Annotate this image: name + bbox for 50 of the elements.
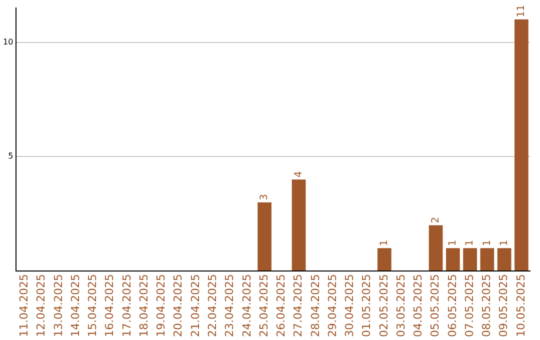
x-tick-label: 21.04.2025 <box>188 274 202 338</box>
bar <box>497 248 512 271</box>
data-label: 1 <box>498 240 510 246</box>
bar <box>480 248 494 271</box>
data-label: 3 <box>259 194 270 200</box>
x-tick-label: 20.04.2025 <box>172 274 185 338</box>
data-label: 1 <box>482 240 493 246</box>
bar <box>428 225 443 271</box>
x-tick-label: 02.05.2025 <box>377 274 390 338</box>
x-tick-label: 09.05.2025 <box>497 274 510 338</box>
x-tick-label: 03.05.2025 <box>394 274 408 338</box>
data-label: 2 <box>430 216 442 224</box>
y-tick-label: 10 <box>2 37 14 46</box>
bar <box>514 19 528 271</box>
x-tick-label: 30.04.2025 <box>343 274 356 338</box>
x-tick-label: 19.04.2025 <box>154 274 168 338</box>
x-tick-label: 18.04.2025 <box>137 274 150 338</box>
x-tick-label: 27.04.2025 <box>292 274 305 338</box>
x-tick-label: 06.05.2025 <box>446 274 459 338</box>
x-tick-label: 13.04.2025 <box>52 274 65 338</box>
data-label: 1 <box>464 240 476 246</box>
data-label: 4 <box>293 171 304 178</box>
x-tick-label: 08.05.2025 <box>480 274 494 338</box>
bar <box>292 180 306 271</box>
x-tick-label: 07.05.2025 <box>462 274 476 338</box>
bar <box>258 202 272 271</box>
x-tick-label: 05.05.2025 <box>428 274 442 338</box>
x-tick-label: 11.04.2025 <box>18 274 31 338</box>
data-label: 1 <box>379 240 390 246</box>
x-tick-label: 14.04.2025 <box>68 274 82 338</box>
x-tick-label: 17.04.2025 <box>120 274 134 338</box>
data-label: 11 <box>516 4 528 18</box>
bar <box>463 248 477 271</box>
x-tick-label: 23.04.2025 <box>223 274 236 338</box>
x-tick-label: 26.04.2025 <box>274 274 288 338</box>
x-tick-label: 29.04.2025 <box>326 274 339 338</box>
x-tick-label: 28.04.2025 <box>308 274 322 338</box>
x-tick-label: 04.05.2025 <box>412 274 425 338</box>
x-tick-label: 22.04.2025 <box>206 274 220 338</box>
y-tick-label: 5 <box>8 152 14 161</box>
data-label: 1 <box>448 240 459 246</box>
x-tick-label: 12.04.2025 <box>34 274 48 338</box>
x-tick-label: 25.04.2025 <box>257 274 270 338</box>
x-tick-label: 01.05.2025 <box>360 274 374 338</box>
x-tick-label: 16.04.2025 <box>103 274 116 338</box>
x-tick-label: 15.04.2025 <box>86 274 100 338</box>
x-tick-label: 10.05.2025 <box>514 274 528 338</box>
x-tick-label: 24.04.2025 <box>240 274 254 338</box>
bar <box>446 248 460 271</box>
bar <box>377 248 392 271</box>
